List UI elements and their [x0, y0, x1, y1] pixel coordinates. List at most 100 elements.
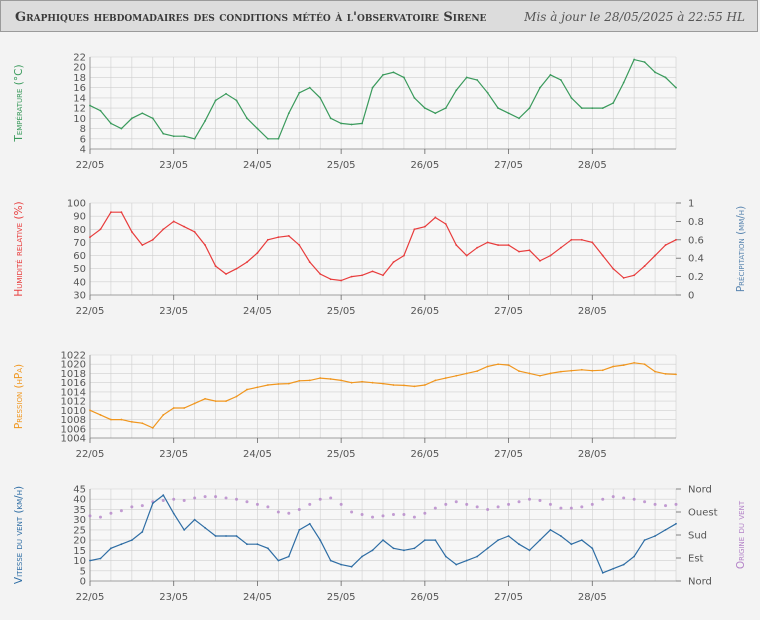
y2-tick-label: 0.2	[688, 272, 704, 283]
x-tick-label: 28/05	[578, 592, 607, 603]
pressure-point	[507, 364, 510, 367]
temperature-point	[204, 119, 207, 122]
pressure-point	[120, 418, 123, 421]
pressure-point	[371, 381, 374, 384]
wind-direction-point	[172, 497, 176, 501]
pressure-point	[340, 379, 343, 382]
humidity-point	[392, 261, 395, 264]
temperature-point	[382, 73, 384, 76]
wind-speed-point	[340, 563, 343, 566]
wind-direction-point	[423, 511, 427, 515]
y-tick-label: 22	[73, 53, 86, 64]
wind-speed-point	[444, 555, 447, 558]
wind-direction-point	[235, 497, 238, 501]
pressure-point	[256, 386, 259, 389]
x-tick-label: 26/05	[410, 592, 439, 603]
y-tick-label: 14	[73, 93, 86, 104]
temperature-point	[193, 137, 196, 140]
pressure-point	[413, 385, 416, 388]
x-tick-label: 27/05	[494, 306, 523, 317]
wind-direction-point	[381, 514, 385, 518]
x-tick-label: 27/05	[494, 449, 523, 460]
pressure-point	[601, 369, 604, 372]
pressure-point	[497, 363, 500, 366]
wind-direction-point	[109, 511, 113, 515]
wind-direction-point	[329, 496, 333, 500]
y-tick-label: 50	[73, 264, 86, 275]
humidity-point	[110, 211, 112, 214]
x-tick-label: 22/05	[76, 160, 105, 171]
y-tick-label: 60	[73, 251, 86, 262]
wind-speed-point	[434, 539, 437, 542]
temperature-point	[633, 58, 636, 61]
wind-direction-point	[433, 506, 437, 510]
temperature-point	[455, 89, 458, 92]
pressure-point	[287, 382, 290, 385]
humidity-point	[476, 246, 479, 249]
wind-speed-point	[382, 539, 384, 542]
y-tick-label: 20	[73, 536, 86, 547]
humidity-point	[654, 254, 656, 257]
pressure-point	[539, 374, 541, 377]
temperature-point	[110, 122, 112, 125]
pressure-point	[246, 388, 248, 391]
wind-speed-point	[350, 565, 353, 568]
wind-speed-point	[99, 557, 102, 560]
pressure-point	[141, 422, 144, 425]
pressure-point	[423, 384, 426, 386]
temperature-point	[612, 102, 615, 104]
x-tick-label: 26/05	[410, 449, 439, 460]
temperature-point	[413, 96, 416, 99]
y-tick-label: 1022	[61, 351, 86, 362]
y-tick-label: 20	[73, 63, 86, 74]
wind-speed-point	[89, 559, 91, 562]
humidity-point	[246, 261, 248, 264]
temperature-point	[162, 132, 165, 135]
wind-direction-point	[360, 513, 364, 517]
wind-direction-point	[664, 504, 668, 508]
temperature-point	[298, 91, 301, 94]
pressure-point	[214, 400, 217, 403]
humidity-point	[99, 228, 102, 231]
wind-speed-point	[361, 555, 363, 558]
temperature-point	[392, 71, 395, 74]
wind-speed-point	[319, 539, 322, 542]
humidity-point	[214, 265, 217, 267]
temperature-point	[371, 86, 374, 89]
temperature-point	[497, 107, 500, 110]
x-tick-label: 26/05	[410, 160, 439, 171]
temperature-point	[528, 107, 531, 110]
x-tick-label: 24/05	[243, 592, 272, 603]
wind-direction-point	[161, 499, 165, 502]
wind-direction-point	[203, 495, 207, 499]
wind-speed-point	[413, 547, 416, 550]
humidity-point	[382, 274, 384, 277]
pressure-point	[319, 377, 322, 379]
wind-direction-point	[528, 497, 531, 501]
humidity-point	[266, 238, 269, 241]
y-tick-label: 0	[80, 577, 86, 588]
wind-speed-point	[392, 547, 395, 550]
wind-speed-point	[246, 543, 248, 546]
wind-direction-point	[350, 510, 354, 514]
temperature-point	[539, 86, 541, 89]
temperature-point	[570, 96, 573, 99]
temperature-point	[172, 135, 175, 138]
humidity-point	[371, 270, 374, 273]
humidity-point	[225, 273, 227, 275]
humidity-point	[559, 246, 562, 249]
humidity-point	[277, 236, 280, 239]
y-tick-label: 1018	[61, 369, 86, 380]
y-tick-label: 10	[73, 114, 86, 125]
humidity-point	[89, 236, 91, 239]
y2-tick-label: Ouest	[688, 508, 718, 519]
y-tick-label: 15	[73, 546, 86, 557]
wind-direction-point	[255, 502, 259, 506]
wind-direction-point	[182, 499, 186, 502]
temperature-point	[434, 112, 437, 115]
wind-speed-point	[193, 518, 196, 521]
temperature-point	[340, 122, 343, 125]
y-tick-label: 1012	[61, 397, 86, 408]
wind-speed-point	[235, 535, 238, 537]
temperature-point	[465, 76, 468, 79]
